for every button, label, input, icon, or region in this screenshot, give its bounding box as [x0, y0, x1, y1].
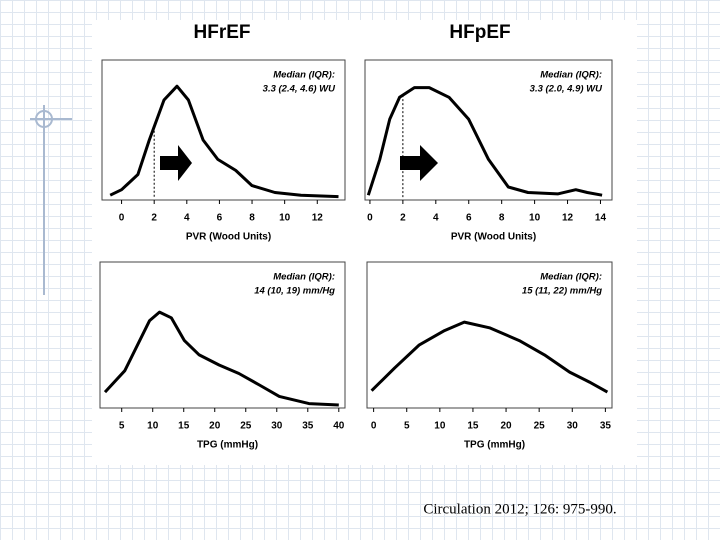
x-tick-label: 8 — [499, 213, 505, 224]
x-tick-label: 10 — [147, 421, 159, 432]
x-tick-label: 20 — [209, 421, 221, 432]
x-tick-label: 0 — [367, 213, 373, 224]
x-tick-label: 35 — [600, 421, 612, 432]
citation: Circulation 2012; 126: 975-990. — [423, 501, 616, 517]
x-tick-label: 4 — [433, 213, 439, 224]
x-tick-label: 30 — [271, 421, 283, 432]
x-tick-label: 10 — [434, 421, 446, 432]
x-tick-label: 5 — [119, 421, 125, 432]
x-tick-label: 12 — [562, 213, 574, 224]
density-curve — [109, 84, 339, 199]
x-axis-label: PVR (Wood Units) — [451, 232, 536, 243]
x-tick-label: 10 — [279, 213, 291, 224]
decoration-circle — [35, 110, 53, 128]
x-tick-label: 0 — [371, 421, 377, 432]
x-axis-label: TPG (mmHg) — [464, 440, 525, 451]
arrow — [400, 145, 438, 181]
x-tick-label: 40 — [333, 421, 345, 432]
density-curve — [103, 310, 339, 407]
density-curve — [370, 320, 609, 394]
annotation: Median (IQR): — [540, 70, 602, 81]
annotation: 3.3 (2.0, 4.9) WU — [530, 84, 603, 95]
x-tick-label: 5 — [404, 421, 410, 432]
annotation: 3.3 (2.4, 4.6) WU — [263, 84, 336, 95]
x-tick-label: 2 — [400, 213, 406, 224]
x-axis-label: PVR (Wood Units) — [186, 232, 271, 243]
density-curve — [366, 86, 603, 197]
x-tick-label: 15 — [467, 421, 479, 432]
x-tick-label: 35 — [302, 421, 314, 432]
annotation: 15 (11, 22) mm/Hg — [522, 286, 602, 297]
x-tick-label: 25 — [240, 421, 252, 432]
x-tick-label: 12 — [312, 213, 324, 224]
x-axis-label: TPG (mmHg) — [197, 440, 258, 451]
x-tick-label: 6 — [466, 213, 472, 224]
x-tick-label: 15 — [178, 421, 190, 432]
x-tick-label: 8 — [249, 213, 255, 224]
x-tick-label: 14 — [595, 213, 607, 224]
x-tick-label: 2 — [151, 213, 157, 224]
x-tick-label: 30 — [567, 421, 579, 432]
x-tick-label: 6 — [217, 213, 223, 224]
x-tick-label: 4 — [184, 213, 190, 224]
annotation: Median (IQR): — [273, 272, 335, 283]
x-tick-label: 0 — [119, 213, 125, 224]
annotation: Median (IQR): — [273, 70, 335, 81]
plot-frame — [99, 261, 346, 409]
column-title: HFrEF — [194, 22, 251, 43]
plot-frame — [364, 59, 613, 201]
annotation: 14 (10, 19) mm/Hg — [254, 286, 335, 297]
plot-frame — [366, 261, 613, 409]
column-title: HFpEF — [449, 22, 510, 43]
x-tick-label: 10 — [529, 213, 541, 224]
arrow — [160, 145, 192, 181]
x-tick-label: 20 — [500, 421, 512, 432]
x-tick-label: 25 — [534, 421, 546, 432]
plot-frame — [101, 59, 346, 201]
annotation: Median (IQR): — [540, 272, 602, 283]
